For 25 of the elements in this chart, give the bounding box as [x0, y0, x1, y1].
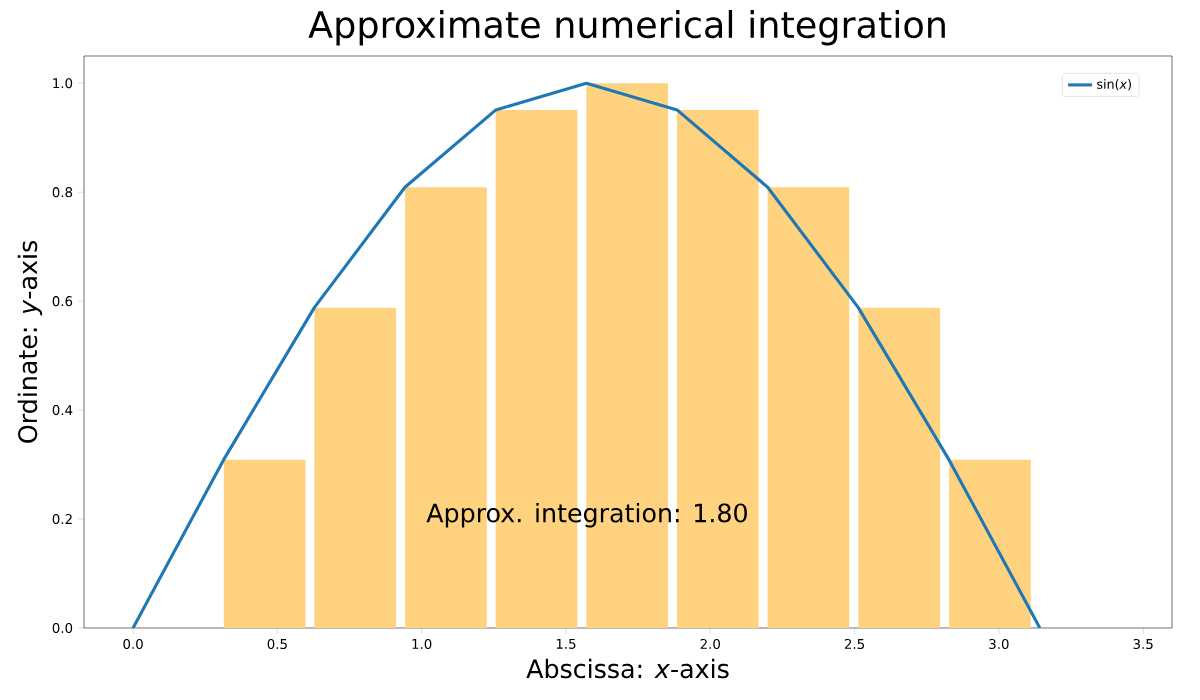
chart-title: Approximate numerical integration [308, 10, 945, 46]
annotation: Approx. integration: 1.80 [426, 502, 747, 528]
x-tick-label: 3.0 [989, 638, 1009, 650]
x-tick-label: 2.0 [700, 638, 720, 650]
x-tick-label: 2.5 [844, 638, 865, 650]
x-tick-label: 0.5 [267, 638, 287, 650]
x-tick-label: 1.0 [412, 638, 432, 650]
bar [314, 307, 397, 628]
bar [858, 307, 941, 628]
bar [223, 459, 306, 628]
x-tick-label: 0.0 [123, 638, 143, 650]
y-tick-label: 0.8 [52, 187, 73, 198]
x-axis-title: Abscissa: x-axis [526, 658, 729, 679]
bar [949, 459, 1031, 628]
y-axis-title: Ordinate: y-axis [17, 241, 43, 443]
x-tick-label: 1.5 [556, 638, 576, 649]
x-tick-label: 3.5 [1133, 638, 1153, 650]
y-tick-label: 0.0 [52, 622, 73, 634]
y-tick-label: 1.0 [53, 78, 73, 89]
line-series [131, 81, 1042, 628]
y-tick-label: 0.6 [52, 296, 73, 307]
y-tick-label: 0.2 [52, 513, 72, 525]
y-tick-label: 0.4 [52, 405, 73, 416]
bar [767, 187, 850, 628]
legend-label: sin(x) [1097, 79, 1131, 91]
